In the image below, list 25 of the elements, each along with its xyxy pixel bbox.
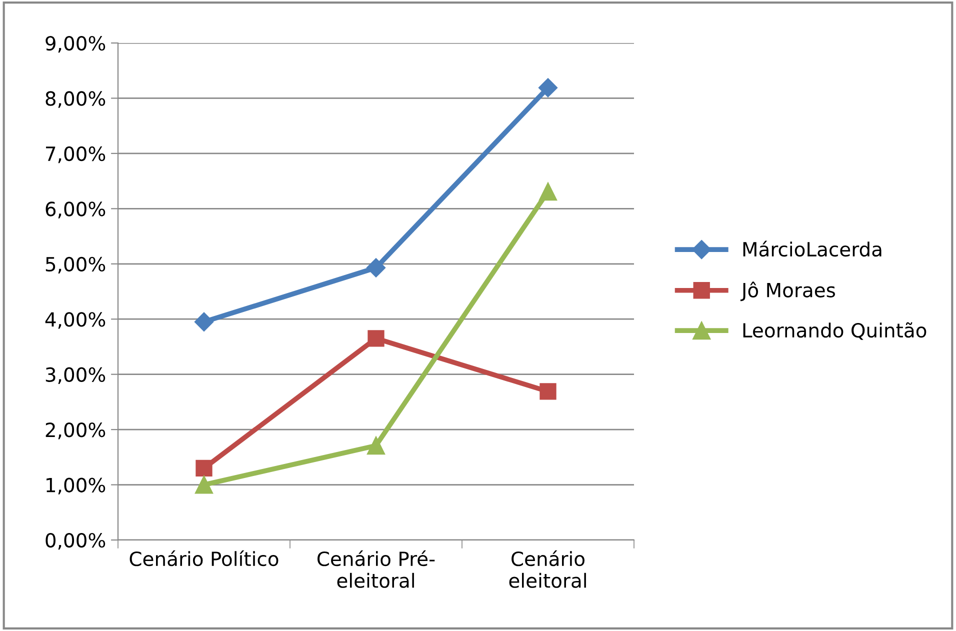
legend-label: MárcioLacerda xyxy=(743,240,882,257)
y-tick-label: 4,00% xyxy=(45,312,106,329)
y-tick-label: 9,00% xyxy=(46,36,106,53)
point xyxy=(366,436,386,455)
point xyxy=(540,383,556,400)
point xyxy=(196,460,212,477)
point xyxy=(366,258,386,278)
x-tick-label: Cenário Pré- eleitoral xyxy=(318,550,435,588)
point xyxy=(538,182,558,201)
y-tick-label: 3,00% xyxy=(46,367,106,384)
point xyxy=(368,330,384,347)
point xyxy=(194,312,214,332)
y-tick-label: 2,00% xyxy=(46,422,106,440)
legend-label: Leornando Quintão xyxy=(743,322,926,340)
y-tick-label: 5,00% xyxy=(46,256,106,274)
legend-label: Jô Moraes xyxy=(740,282,836,302)
y-tick-label: 1,00% xyxy=(46,478,106,494)
y-tick-label: 7,00% xyxy=(46,146,106,164)
point xyxy=(194,476,214,494)
y-tick-label: 8,00% xyxy=(46,91,106,108)
point xyxy=(538,78,558,98)
x-tick-label: Cenário eleitoral xyxy=(509,550,586,588)
y-tick-label: 0,00% xyxy=(46,532,106,550)
y-tick-label: 6,00% xyxy=(46,202,106,218)
x-tick-label: Cenário Político xyxy=(130,550,278,566)
